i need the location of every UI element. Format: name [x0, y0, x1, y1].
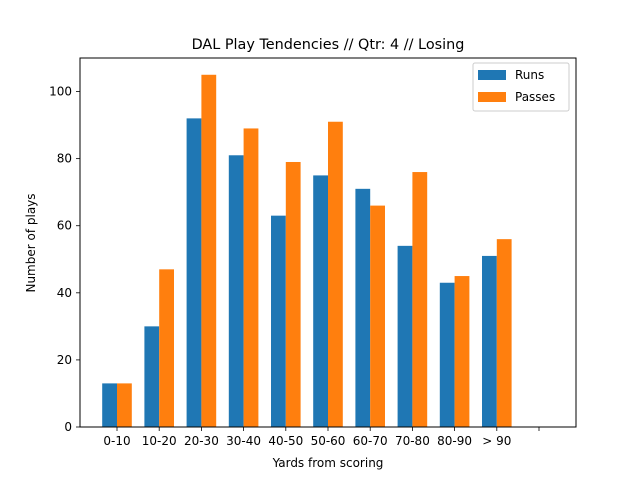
- axis-ticks: 0-10 10-20 20-30 30-40 40-50 50-60 60-70 70-80 8…: [49, 85, 540, 448]
- y-tick-label: 0: [64, 420, 72, 434]
- bar-runs-4: [271, 215, 286, 427]
- bar-runs-5: [313, 175, 328, 427]
- bar-runs-6: [355, 188, 371, 427]
- x-tick-label: 0-10: [103, 434, 130, 448]
- bar-passes-6: [370, 205, 385, 427]
- x-axis-label: Yards from scoring: [272, 456, 384, 470]
- bar-passes-9: [496, 239, 512, 427]
- y-tick-label: 80: [57, 152, 72, 166]
- legend-swatch-passes: [478, 92, 506, 102]
- bar-runs-9: [482, 255, 497, 427]
- x-tick-label: 50-60: [311, 434, 346, 448]
- x-tick-label: 80-90: [437, 434, 472, 448]
- bar-passes-1: [159, 269, 174, 427]
- bar-passes-3: [243, 128, 259, 427]
- y-tick-label: 40: [57, 286, 72, 300]
- chart-title: DAL Play Tendencies // Qtr: 4 // Losing: [192, 37, 465, 53]
- bar-runs-1: [144, 326, 160, 427]
- x-tick-label: 40-50: [268, 434, 303, 448]
- legend: Runs Passes: [472, 62, 570, 112]
- bar-passes-2: [201, 74, 217, 428]
- x-tick-label: 10-20: [142, 434, 177, 448]
- bar-runs-2: [186, 118, 202, 427]
- bar-passes-0: [117, 383, 132, 427]
- bar-passes-8: [454, 276, 470, 427]
- y-tick-label: 100: [49, 85, 72, 99]
- bar-runs-7: [397, 245, 413, 427]
- x-tick-label: 20-30: [184, 434, 219, 448]
- bar-runs-8: [439, 282, 455, 427]
- x-tick-label: > 90: [482, 434, 511, 448]
- bar-passes-7: [412, 172, 428, 427]
- legend-label-runs: Runs: [515, 68, 544, 82]
- legend-label-passes: Passes: [515, 90, 555, 104]
- bars-layer: [102, 74, 512, 428]
- x-tick-label: 30-40: [226, 434, 261, 448]
- bar-runs-0: [102, 383, 117, 427]
- y-tick-label: 20: [57, 353, 72, 367]
- plot-frame: [79, 57, 577, 428]
- y-axis-label: Number of plays: [24, 193, 38, 292]
- y-tick-label: 60: [57, 219, 72, 233]
- bar-runs-3: [228, 155, 244, 427]
- legend-swatch-runs: [478, 70, 506, 80]
- x-tick-label: 70-80: [395, 434, 430, 448]
- bar-passes-5: [328, 121, 343, 428]
- bar-passes-4: [285, 161, 301, 428]
- x-tick-label: 60-70: [353, 434, 388, 448]
